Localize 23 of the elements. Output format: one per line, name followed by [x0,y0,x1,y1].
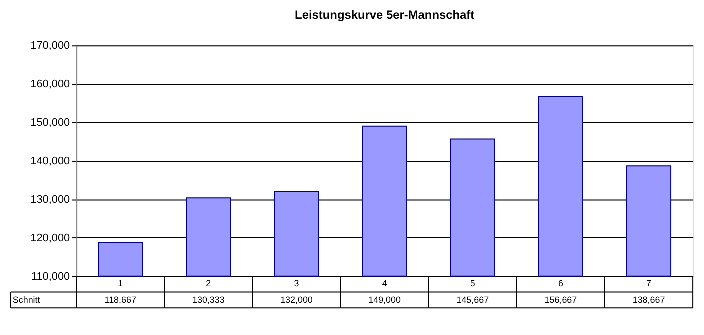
x-tick-label: 7 [646,278,652,288]
data-label: 145,667 [456,295,490,306]
x-tick-label: 1 [118,278,124,288]
data-label: 130,333 [192,295,225,306]
data-label: 118,667 [104,295,136,306]
y-tick-label: 170,000 [30,40,70,52]
x-tick-label: 5 [470,278,476,288]
x-tick-label: 3 [294,278,300,288]
x-tick-label: 2 [206,278,212,288]
y-tick-label: 140,000 [30,155,70,168]
data-label: 132,000 [280,295,313,306]
text: Schnitt [12,295,41,306]
y-tick-label: 150,000 [30,117,70,130]
x-tick-label: 6 [558,278,564,288]
data-label: 138,667 [632,295,666,306]
data-label: 149,000 [368,295,401,306]
chart-title: Leistungskurve 5er-Mannschaft [295,8,475,22]
y-tick-label: 110,000 [31,270,70,283]
data-label: 156,667 [544,295,578,306]
x-tick-label: 4 [382,278,388,288]
y-tick-label: 120,000 [30,232,70,244]
y-tick-label: 130,000 [30,194,70,206]
y-tick-label: 160,000 [30,78,70,91]
